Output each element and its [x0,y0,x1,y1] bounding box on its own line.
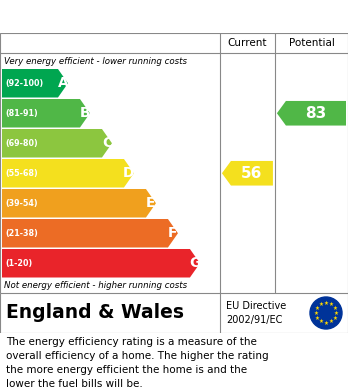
Text: (21-38): (21-38) [5,229,38,238]
Text: (1-20): (1-20) [5,259,32,268]
Text: EU Directive
2002/91/EC: EU Directive 2002/91/EC [226,301,286,325]
Text: B: B [80,106,90,120]
Text: 83: 83 [305,106,326,121]
Text: (92-100): (92-100) [5,79,43,88]
Text: ★: ★ [334,310,339,316]
Text: Very energy efficient - lower running costs: Very energy efficient - lower running co… [4,57,187,66]
Polygon shape [2,249,200,278]
Text: (55-68): (55-68) [5,169,38,178]
Text: The energy efficiency rating is a measure of the
overall efficiency of a home. T: The energy efficiency rating is a measur… [6,337,269,389]
Polygon shape [2,219,178,248]
Polygon shape [2,189,156,217]
Text: ★: ★ [329,319,333,324]
Text: England & Wales: England & Wales [6,303,184,323]
Text: ★: ★ [329,302,333,307]
Text: G: G [189,256,201,270]
Text: ★: ★ [315,305,320,310]
Polygon shape [2,159,134,188]
Polygon shape [222,161,273,186]
Text: A: A [58,76,68,90]
Text: Current: Current [228,38,267,48]
Text: 56: 56 [241,166,263,181]
Polygon shape [2,99,90,127]
Text: (69-80): (69-80) [5,139,38,148]
Text: ★: ★ [324,321,329,325]
Text: Energy Efficiency Rating: Energy Efficiency Rating [8,9,218,24]
Text: Potential: Potential [288,38,334,48]
Text: ★: ★ [318,319,323,324]
Text: ★: ★ [332,305,337,310]
Text: F: F [168,226,178,240]
Text: (39-54): (39-54) [5,199,38,208]
Text: C: C [102,136,112,150]
Polygon shape [2,69,68,97]
Text: D: D [123,166,135,180]
Text: (81-91): (81-91) [5,109,38,118]
Text: ★: ★ [318,302,323,307]
Polygon shape [277,101,346,126]
Circle shape [310,297,342,329]
Text: ★: ★ [314,310,318,316]
Text: ★: ★ [324,301,329,305]
Text: ★: ★ [332,316,337,321]
Text: Not energy efficient - higher running costs: Not energy efficient - higher running co… [4,282,187,291]
Polygon shape [2,129,112,158]
Text: E: E [146,196,156,210]
Text: ★: ★ [315,316,320,321]
